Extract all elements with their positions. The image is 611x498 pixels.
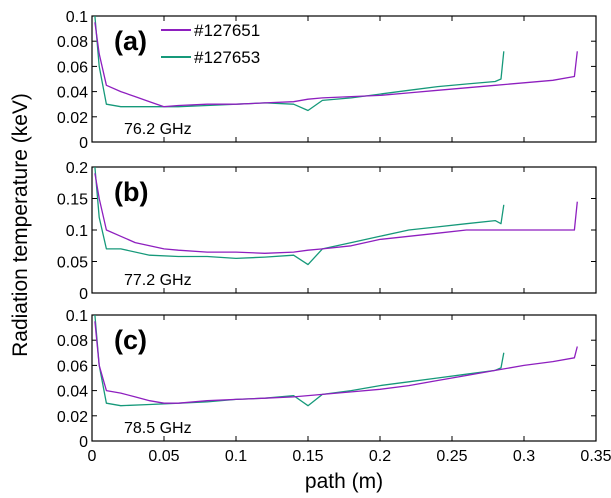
x-tick-label: 0.1 <box>225 448 247 465</box>
series-line-127651 <box>94 173 578 254</box>
y-tick-label: 0 <box>79 434 88 451</box>
panel-2: 0 0.02 0.04 0.06 0.08 0.1 0 0.05 0.1 0.15 0.2 0.25 0… <box>57 308 611 465</box>
frequency-label: 78.5 GHz <box>124 420 192 437</box>
frequency-label: 77.2 GHz <box>124 272 192 289</box>
x-tick-label: 0.25 <box>436 448 467 465</box>
panel-label: (b) <box>114 177 148 207</box>
x-tick-label: 0.35 <box>580 448 611 465</box>
x-tick-label: 0.2 <box>369 448 391 465</box>
series-line-127651 <box>94 22 578 108</box>
y-tick-label: 0.02 <box>57 409 88 426</box>
x-tick-label: 0 <box>88 448 97 465</box>
y-tick-label: 0.05 <box>57 255 88 272</box>
frequency-label: 76.2 GHz <box>124 121 192 138</box>
x-tick-label: 0.05 <box>148 448 179 465</box>
y-tick-label: 0.08 <box>57 34 88 51</box>
x-tick-label: 0.3 <box>513 448 535 465</box>
x-axis-label: path (m) <box>305 470 383 493</box>
panel-0: 0 0.02 0.04 0.06 0.08 0.1 (a) 76.2 GHz <box>57 9 597 152</box>
y-tick-label: 0.1 <box>66 308 88 325</box>
y-tick-label: 0.15 <box>57 192 88 209</box>
plot-frame <box>91 15 597 143</box>
y-axis-label: Radiation temperature (keV) <box>9 93 32 357</box>
series-line-127653 <box>94 166 505 266</box>
y-tick-label: 0.1 <box>66 223 88 240</box>
legend-entry: #127651 <box>194 21 260 40</box>
y-tick-label: 0.1 <box>66 9 88 26</box>
legend: #127651 #127653 <box>161 21 260 67</box>
series-line-127653 <box>94 15 505 112</box>
series-line-127653 <box>94 314 505 407</box>
legend-entry: #127653 <box>194 48 260 67</box>
y-tick-label: 0 <box>79 286 88 303</box>
series-line-127651 <box>94 321 578 404</box>
panel-label: (a) <box>114 26 147 56</box>
y-tick-label: 0.04 <box>57 85 88 102</box>
y-tick-label: 0.06 <box>57 358 88 375</box>
panel-label: (c) <box>114 325 147 355</box>
y-tick-label: 0.04 <box>57 384 88 401</box>
y-tick-label: 0 <box>79 135 88 152</box>
panels-group: 00.020.040.060.080.1(a)76.2 GHz00.050.10… <box>57 9 611 465</box>
panel-1: 0 0.05 0.1 0.15 0.2 (b) 77.2 GHz <box>57 160 597 303</box>
x-tick-label: 0.15 <box>292 448 323 465</box>
y-tick-label: 0.06 <box>57 59 88 76</box>
y-tick-label: 0.2 <box>66 160 88 177</box>
y-tick-label: 0.02 <box>57 110 88 127</box>
y-tick-label: 0.08 <box>57 333 88 350</box>
plot-frame <box>91 314 597 442</box>
